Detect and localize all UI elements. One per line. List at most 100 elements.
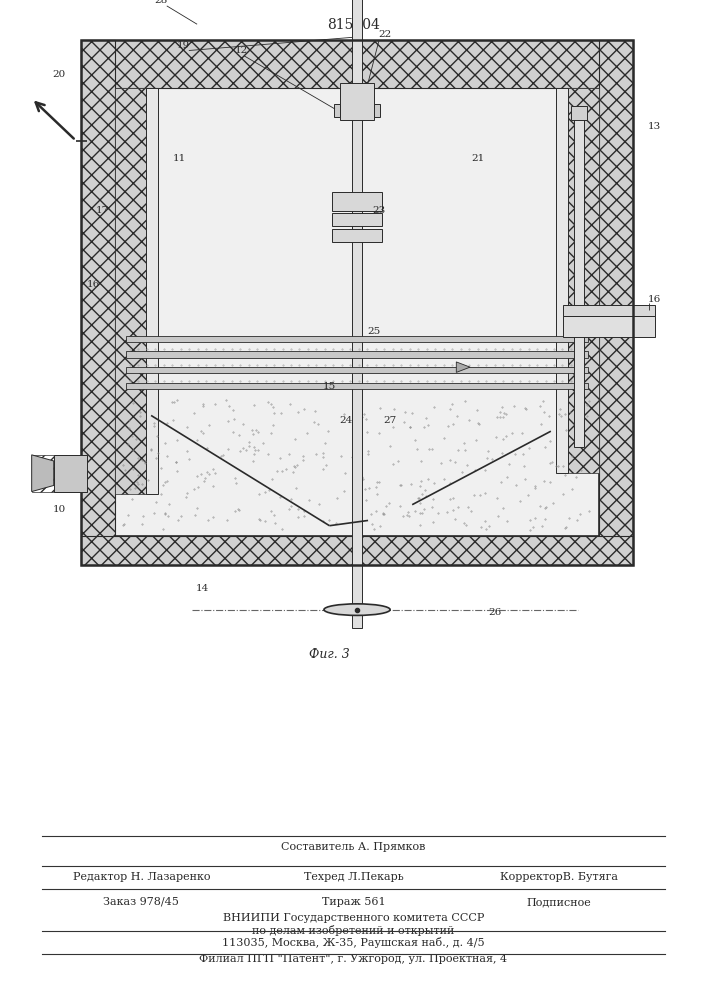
Point — [475, 519, 486, 535]
Point — [447, 396, 458, 412]
Point — [427, 491, 438, 507]
Point — [482, 443, 493, 459]
Point — [468, 487, 479, 503]
Point — [384, 495, 395, 511]
Point — [317, 461, 328, 477]
Point — [137, 508, 148, 524]
Point — [254, 486, 265, 502]
Point — [161, 448, 173, 464]
Point — [366, 506, 377, 522]
Point — [436, 455, 447, 471]
Point — [208, 461, 219, 477]
Point — [130, 431, 141, 447]
Point — [385, 438, 396, 454]
Bar — [341, 83, 373, 119]
Point — [370, 479, 382, 495]
Point — [462, 499, 474, 515]
Point — [460, 442, 471, 458]
Point — [444, 401, 455, 417]
Point — [449, 454, 460, 470]
Bar — [32, 455, 87, 492]
Point — [199, 473, 210, 489]
Point — [233, 427, 245, 443]
Point — [191, 432, 202, 448]
Point — [460, 393, 471, 409]
Point — [280, 461, 291, 477]
Point — [414, 505, 426, 521]
Point — [573, 398, 585, 414]
Point — [119, 462, 131, 478]
Point — [339, 465, 351, 481]
Point — [230, 470, 241, 486]
Point — [197, 425, 209, 441]
Point — [414, 478, 426, 494]
Point — [448, 416, 459, 432]
Text: 24: 24 — [339, 416, 353, 425]
Point — [412, 490, 423, 506]
Point — [495, 474, 506, 490]
Point — [127, 461, 139, 477]
Point — [133, 467, 144, 483]
Point — [508, 398, 520, 414]
Point — [570, 398, 581, 414]
Point — [420, 488, 431, 504]
Point — [372, 474, 383, 490]
Point — [350, 493, 361, 509]
Point — [560, 519, 571, 535]
Point — [250, 442, 261, 458]
Point — [558, 486, 569, 502]
Point — [544, 455, 556, 471]
Point — [554, 406, 565, 422]
Point — [118, 516, 129, 532]
Point — [274, 450, 286, 466]
Point — [409, 503, 421, 519]
Text: 815104: 815104 — [327, 18, 380, 32]
Point — [298, 401, 309, 417]
Point — [537, 393, 548, 409]
Point — [447, 502, 458, 518]
Point — [566, 481, 577, 497]
Point — [464, 412, 475, 428]
Point — [583, 393, 595, 409]
Point — [292, 509, 303, 525]
Text: 17: 17 — [95, 206, 109, 215]
Point — [486, 451, 498, 467]
Point — [160, 506, 171, 522]
Point — [559, 520, 571, 536]
Point — [152, 445, 163, 461]
Bar — [373, 104, 380, 117]
Point — [331, 515, 342, 531]
Point — [581, 397, 592, 413]
Point — [163, 508, 174, 524]
Point — [419, 419, 430, 435]
Point — [409, 432, 421, 448]
Point — [495, 404, 506, 420]
Point — [339, 483, 350, 499]
Point — [259, 484, 270, 500]
Point — [161, 473, 173, 489]
Bar — [81, 40, 633, 565]
Point — [207, 509, 218, 525]
Point — [292, 404, 303, 420]
Point — [470, 432, 481, 448]
Point — [570, 469, 581, 485]
Point — [402, 504, 414, 520]
Point — [428, 399, 440, 415]
Point — [175, 508, 187, 524]
Point — [422, 417, 433, 433]
Point — [220, 392, 231, 408]
Point — [399, 404, 411, 420]
Point — [537, 518, 548, 534]
Point — [423, 441, 435, 457]
Point — [320, 457, 332, 473]
Point — [474, 487, 486, 503]
Text: 12: 12 — [235, 46, 248, 55]
Point — [479, 462, 491, 478]
Point — [288, 458, 300, 474]
Point — [267, 471, 278, 487]
Point — [247, 453, 259, 469]
Text: Редактор Н. Лазаренко: Редактор Н. Лазаренко — [73, 872, 210, 882]
Bar — [556, 88, 568, 473]
Text: КорректорВ. Бутяга: КорректорВ. Бутяга — [500, 872, 617, 882]
Point — [289, 459, 300, 475]
